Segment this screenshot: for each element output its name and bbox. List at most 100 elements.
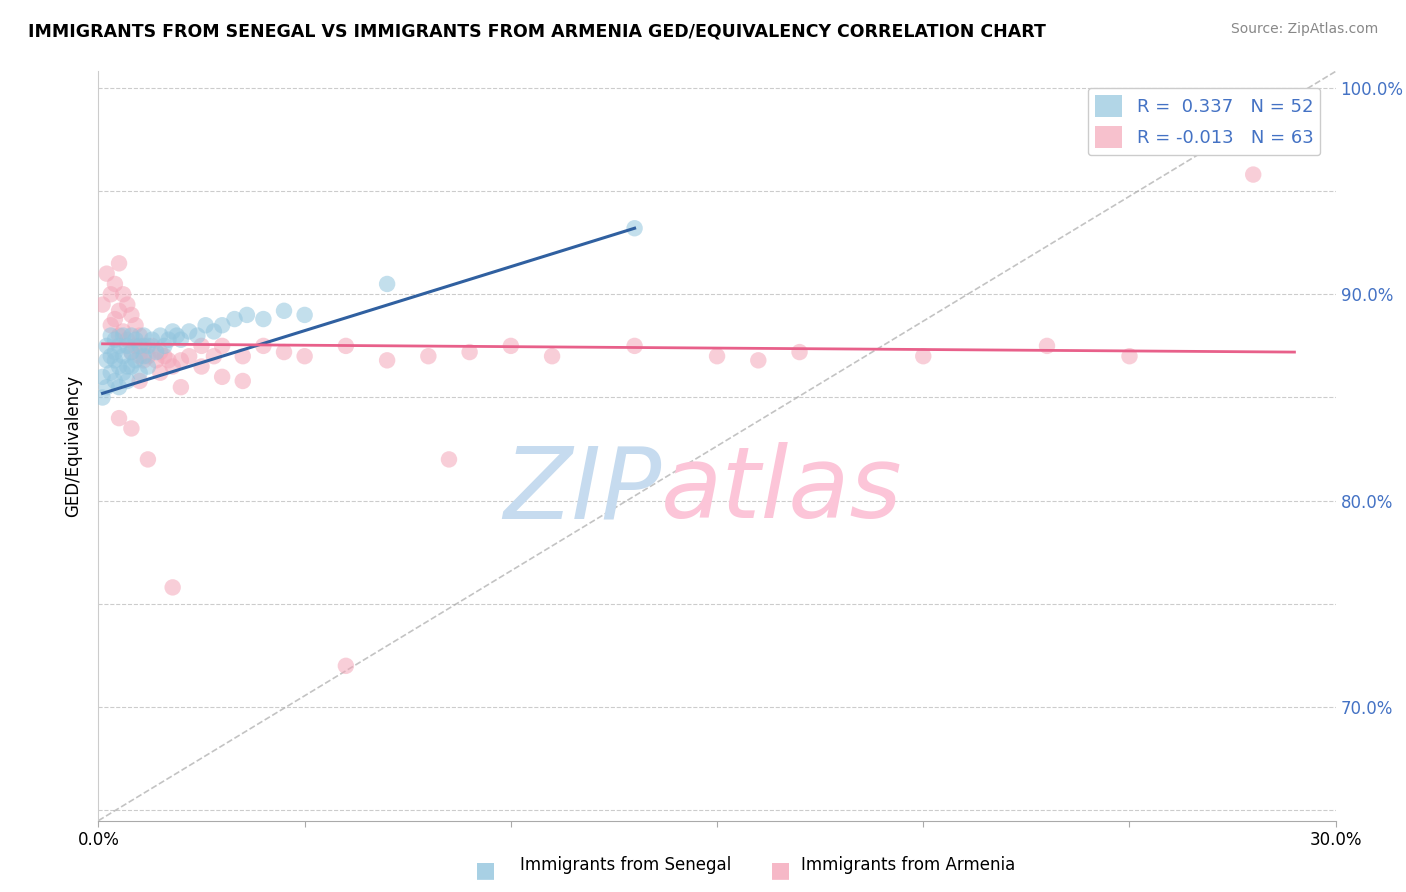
Text: ■: ■ xyxy=(475,860,495,880)
Point xyxy=(166,328,188,343)
Point xyxy=(149,366,172,380)
Point xyxy=(132,328,155,343)
Point xyxy=(912,349,935,363)
Point xyxy=(91,369,114,384)
Point xyxy=(100,287,122,301)
Point xyxy=(128,366,150,380)
Point xyxy=(273,303,295,318)
Point xyxy=(294,308,316,322)
Point xyxy=(1241,168,1264,182)
Point xyxy=(273,345,295,359)
Point xyxy=(108,339,131,353)
Point xyxy=(108,411,131,425)
Point xyxy=(211,369,233,384)
Text: atlas: atlas xyxy=(661,442,903,540)
Point xyxy=(128,349,150,363)
Point xyxy=(211,318,233,333)
Point xyxy=(157,333,180,347)
Point xyxy=(179,325,201,339)
Point xyxy=(124,353,146,368)
Point xyxy=(117,359,139,374)
Point xyxy=(104,277,127,291)
Point xyxy=(104,374,127,388)
Point xyxy=(153,349,176,363)
Point xyxy=(132,349,155,363)
Point xyxy=(96,267,118,281)
Point xyxy=(108,303,131,318)
Point xyxy=(157,353,180,368)
Point xyxy=(499,339,522,353)
Text: ZIP: ZIP xyxy=(503,442,661,540)
Point xyxy=(145,353,167,368)
Point xyxy=(128,328,150,343)
Point xyxy=(236,308,259,322)
Point xyxy=(91,391,114,405)
Point xyxy=(91,297,114,311)
Point xyxy=(96,339,118,353)
Point xyxy=(128,339,150,353)
Point xyxy=(100,366,122,380)
Point xyxy=(170,380,193,394)
Point xyxy=(375,277,398,291)
Point xyxy=(136,349,159,363)
Point xyxy=(136,452,159,467)
Point xyxy=(124,318,146,333)
Point xyxy=(224,312,246,326)
Point xyxy=(747,353,769,368)
Point xyxy=(100,328,122,343)
Point xyxy=(124,333,146,347)
Point xyxy=(252,339,274,353)
Point xyxy=(120,421,142,435)
Point xyxy=(108,380,131,394)
Point xyxy=(232,374,254,388)
Text: IMMIGRANTS FROM SENEGAL VS IMMIGRANTS FROM ARMENIA GED/EQUIVALENCY CORRELATION C: IMMIGRANTS FROM SENEGAL VS IMMIGRANTS FR… xyxy=(28,22,1046,40)
Point xyxy=(162,359,184,374)
Legend: R =  0.337   N = 52, R = -0.013   N = 63: R = 0.337 N = 52, R = -0.013 N = 63 xyxy=(1088,88,1320,155)
Point xyxy=(789,345,811,359)
Point xyxy=(170,353,193,368)
Point xyxy=(104,345,127,359)
Point xyxy=(108,256,131,270)
Point xyxy=(190,359,212,374)
Point xyxy=(458,345,481,359)
Text: Immigrants from Armenia: Immigrants from Armenia xyxy=(801,855,1015,873)
Point xyxy=(120,328,142,343)
Point xyxy=(112,349,135,363)
Point xyxy=(117,333,139,347)
Point xyxy=(117,297,139,311)
Point xyxy=(294,349,316,363)
Point xyxy=(623,339,645,353)
Point xyxy=(136,339,159,353)
Point xyxy=(623,221,645,235)
Point xyxy=(706,349,728,363)
Point xyxy=(112,366,135,380)
Point xyxy=(132,339,155,353)
Point xyxy=(141,333,163,347)
Point xyxy=(194,318,217,333)
Point xyxy=(202,325,225,339)
Point xyxy=(186,328,208,343)
Point xyxy=(112,328,135,343)
Point xyxy=(104,353,127,368)
Point xyxy=(136,359,159,374)
Point xyxy=(335,658,357,673)
Point xyxy=(117,339,139,353)
Point xyxy=(124,339,146,353)
Point xyxy=(120,359,142,374)
Point xyxy=(112,287,135,301)
Point xyxy=(120,345,142,359)
Point xyxy=(190,339,212,353)
Point xyxy=(162,325,184,339)
Point xyxy=(153,339,176,353)
Point xyxy=(170,333,193,347)
Point xyxy=(104,312,127,326)
Point xyxy=(179,349,201,363)
Point xyxy=(120,308,142,322)
Point xyxy=(108,328,131,343)
Text: ■: ■ xyxy=(770,860,790,880)
Point xyxy=(149,345,172,359)
Point xyxy=(145,345,167,359)
Point xyxy=(1118,349,1140,363)
Point xyxy=(211,339,233,353)
Point xyxy=(132,353,155,368)
